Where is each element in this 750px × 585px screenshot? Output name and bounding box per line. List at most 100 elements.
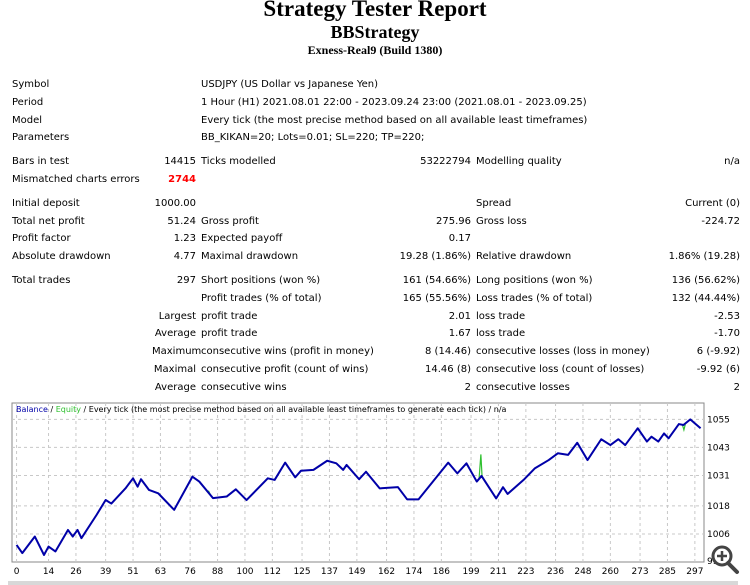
cell-value [666, 171, 740, 189]
report-section: Total trades 297 Short positions (won %) 16… [12, 272, 740, 397]
x-tick-label: 199 [462, 567, 479, 577]
cell-value: n/a [724, 156, 740, 168]
x-tick-label: 76 [184, 567, 196, 577]
cell-value [152, 290, 196, 308]
cell-value: -9.92 (6) [696, 363, 740, 375]
cell-label [196, 171, 395, 189]
x-tick-label: 260 [602, 567, 619, 577]
report-section: Bars in test 14415 Ticks modelled 53222794 M… [12, 153, 740, 189]
cell-value: 275.96 [436, 215, 471, 227]
legend-balance: Balance [16, 405, 48, 414]
x-tick-label: 211 [490, 567, 507, 577]
cell-label: consecutive wins [201, 381, 287, 393]
report-table: Symbol USDJPY (US Dollar vs Japanese Yen)… [12, 76, 740, 403]
cell-value: Maximum [152, 346, 202, 358]
cell-label: Mismatched charts errors [12, 173, 140, 185]
report-row: Bars in test 14415 Ticks modelled 53222794 M… [12, 153, 740, 171]
legend-separator: / [48, 405, 56, 414]
cell-label [471, 171, 666, 189]
cell-value: 2744 [168, 173, 196, 185]
balance-chart: 0 14 26 39 51 63 76 88 100 112 125 137 149 162 174 186 1… [11, 402, 739, 577]
cell-label: Short positions (won %) [201, 274, 321, 286]
cell-label: Bars in test [12, 156, 69, 168]
cell-value: Current (0) [685, 197, 740, 209]
cell-label: consecutive loss (count of losses) [476, 363, 645, 375]
cell-label: Gross profit [201, 215, 259, 227]
server-build: Exness-Real9 (Build 1380) [307, 43, 443, 57]
report-row: Average profit trade 1.67 loss trade -1.70 [12, 325, 740, 343]
cell-label [196, 195, 395, 213]
cell-value: 1.23 [173, 233, 196, 245]
cell-value: 1000.00 [154, 197, 196, 209]
cell-label [12, 290, 152, 308]
y-tick-label: 99 [707, 557, 719, 567]
x-tick-label: 14 [43, 567, 55, 577]
cell-label: Maximal drawdown [201, 251, 299, 263]
cell-label: Total trades [12, 274, 71, 286]
plot-area [11, 402, 705, 563]
row-value: 1 Hour (H1) 2021.08.01 22:00 - 2023.09.2… [201, 96, 587, 108]
cell-label: profit trade [201, 328, 258, 340]
x-tick-label: 223 [517, 567, 534, 577]
report-row: Total net profit 51.24 Gross profit 275.96 G… [12, 213, 740, 231]
report-row: Absolute drawdown 4.77 Maximal drawdown 19.… [12, 248, 740, 266]
x-tick-label: 174 [405, 567, 422, 577]
cell-label: consecutive losses (loss in money) [476, 346, 650, 358]
cell-value: -224.72 [701, 215, 740, 227]
report-row: Symbol USDJPY (US Dollar vs Japanese Yen) [12, 76, 740, 94]
cell-value [666, 230, 740, 248]
cell-value: 51.24 [167, 215, 196, 227]
y-tick-label: 1043 [707, 443, 730, 453]
x-tick-label: 162 [378, 567, 395, 577]
report-row: Average consecutive wins 2 consecutive loss… [12, 379, 740, 397]
report-row: Profit trades (% of total) 165 (55.56%) Lo… [12, 290, 740, 308]
cell-label: Long positions (won %) [476, 274, 593, 286]
report-title: Strategy Tester Report [263, 0, 487, 21]
report-row: Period 1 Hour (H1) 2021.08.01 22:00 - 202… [12, 94, 740, 112]
cell-label: Ticks modelled [201, 156, 276, 168]
zoom-icon[interactable] [711, 545, 739, 574]
cell-label [12, 379, 152, 397]
balance-line [15, 418, 702, 556]
cell-value: Largest [158, 310, 196, 322]
cell-label [471, 230, 666, 248]
cell-label [12, 343, 152, 361]
cell-value: 132 (44.44%) [671, 292, 740, 304]
report-row: Total trades 297 Short positions (won %) 16… [12, 272, 740, 290]
cell-label: consecutive losses [476, 381, 570, 393]
cell-label: consecutive wins (profit in money) [201, 346, 374, 358]
cell-label: Gross loss [476, 215, 527, 227]
row-value: Every tick (the most precise method base… [201, 114, 588, 126]
row-value: BB_KIKAN=20; Lots=0.01; SL=220; TP=220; [201, 132, 425, 144]
x-tick-label: 149 [348, 567, 365, 577]
report-row: Initial deposit 1000.00 Spread Current (0) [12, 195, 740, 213]
cell-label: Loss trades (% of total) [476, 292, 593, 304]
cell-value: 2 [464, 381, 471, 393]
cell-value: 161 (54.66%) [402, 274, 471, 286]
cell-value: 6 (-9.92) [696, 346, 740, 358]
x-tick-label: 285 [659, 567, 676, 577]
x-tick-label: 63 [155, 567, 166, 577]
cell-value: Average [154, 328, 196, 340]
x-tick-label: 0 [14, 567, 20, 577]
cell-label [12, 325, 152, 343]
table-header-strip [8, 581, 738, 585]
report-row: Profit factor 1.23 Expected payoff 0.17 [12, 230, 740, 248]
cell-value [395, 171, 471, 189]
x-tick-label: 100 [236, 567, 253, 577]
equity-line [681, 424, 686, 433]
cell-value: 19.28 (1.86%) [399, 251, 471, 263]
cell-value: 165 (55.56%) [402, 292, 471, 304]
row-label: Parameters [12, 132, 70, 144]
cell-label: consecutive profit (count of wins) [201, 363, 369, 375]
cell-label: Relative drawdown [476, 251, 572, 263]
expert-name: BBStrategy [330, 22, 420, 42]
x-tick-label: 125 [293, 567, 310, 577]
report-row: Largest profit trade 2.01 loss trade -2.53 [12, 308, 740, 326]
y-tick-label: 1031 [707, 471, 730, 481]
x-tick-label: 112 [264, 567, 281, 577]
y-tick-label: 1006 [707, 530, 730, 540]
report-section: Symbol USDJPY (US Dollar vs Japanese Yen)… [12, 76, 740, 147]
cell-label: Profit trades (% of total) [201, 292, 322, 304]
x-tick-label: 39 [100, 567, 112, 577]
